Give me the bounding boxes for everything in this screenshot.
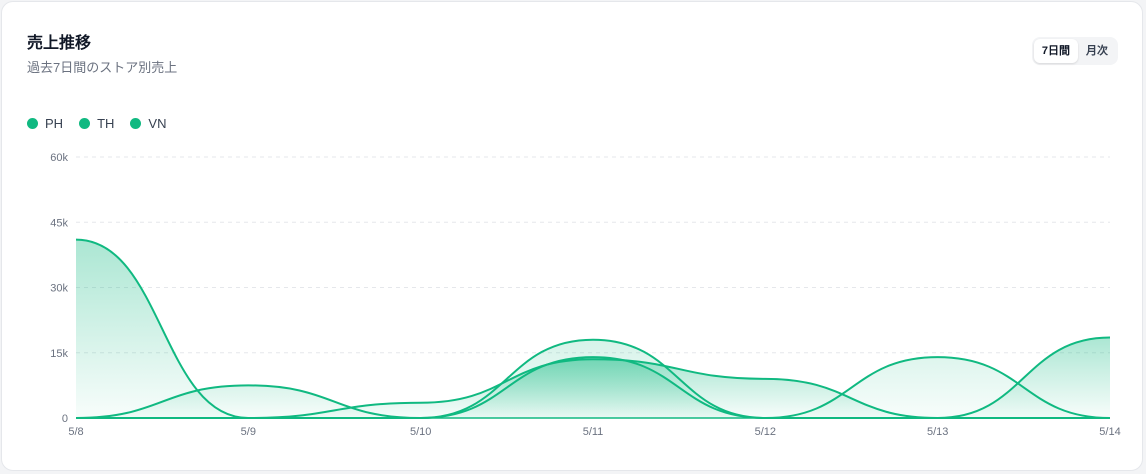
x-tick-label: 5/13 — [927, 426, 948, 438]
legend-swatch — [79, 118, 91, 129]
series-line-ph — [75, 238, 1111, 420]
chart-legend: PH TH VN — [27, 116, 166, 131]
series-line-vn — [76, 358, 1110, 420]
legend-item-ph[interactable]: PH — [27, 116, 63, 131]
card-title: 売上推移 — [27, 35, 92, 52]
x-tick-label: 5/10 — [410, 426, 431, 438]
x-tick-label: 5/14 — [1099, 426, 1120, 438]
x-tick-label: 5/8 — [68, 426, 83, 438]
y-tick-label: 0 — [62, 413, 68, 425]
x-tick-label: 5/11 — [583, 426, 604, 438]
card-subtitle: 過去7日間のストア別売上 — [27, 60, 178, 75]
legend-label: VN — [148, 116, 167, 131]
y-tick-label: 15k — [50, 348, 68, 360]
y-tick-label: 30k — [50, 283, 68, 295]
legend-swatch — [27, 118, 38, 129]
legend-label: PH — [45, 116, 64, 131]
series-area-vn — [76, 359, 1110, 418]
x-tick-label: 5/9 — [241, 426, 256, 438]
legend-item-vn[interactable]: VN — [130, 116, 166, 131]
range-option-7days[interactable]: 7日間 — [1033, 39, 1078, 63]
x-tick-label: 5/12 — [755, 426, 776, 438]
range-option-monthly[interactable]: 月次 — [1086, 45, 1108, 57]
legend-label: TH — [97, 116, 115, 131]
y-tick-label: 60k — [50, 152, 68, 164]
legend-swatch — [130, 118, 142, 129]
y-tick-label: 45k — [50, 217, 68, 229]
range-toggle: 7日間 月次 — [1031, 37, 1118, 65]
legend-item-th[interactable]: TH — [79, 116, 114, 131]
